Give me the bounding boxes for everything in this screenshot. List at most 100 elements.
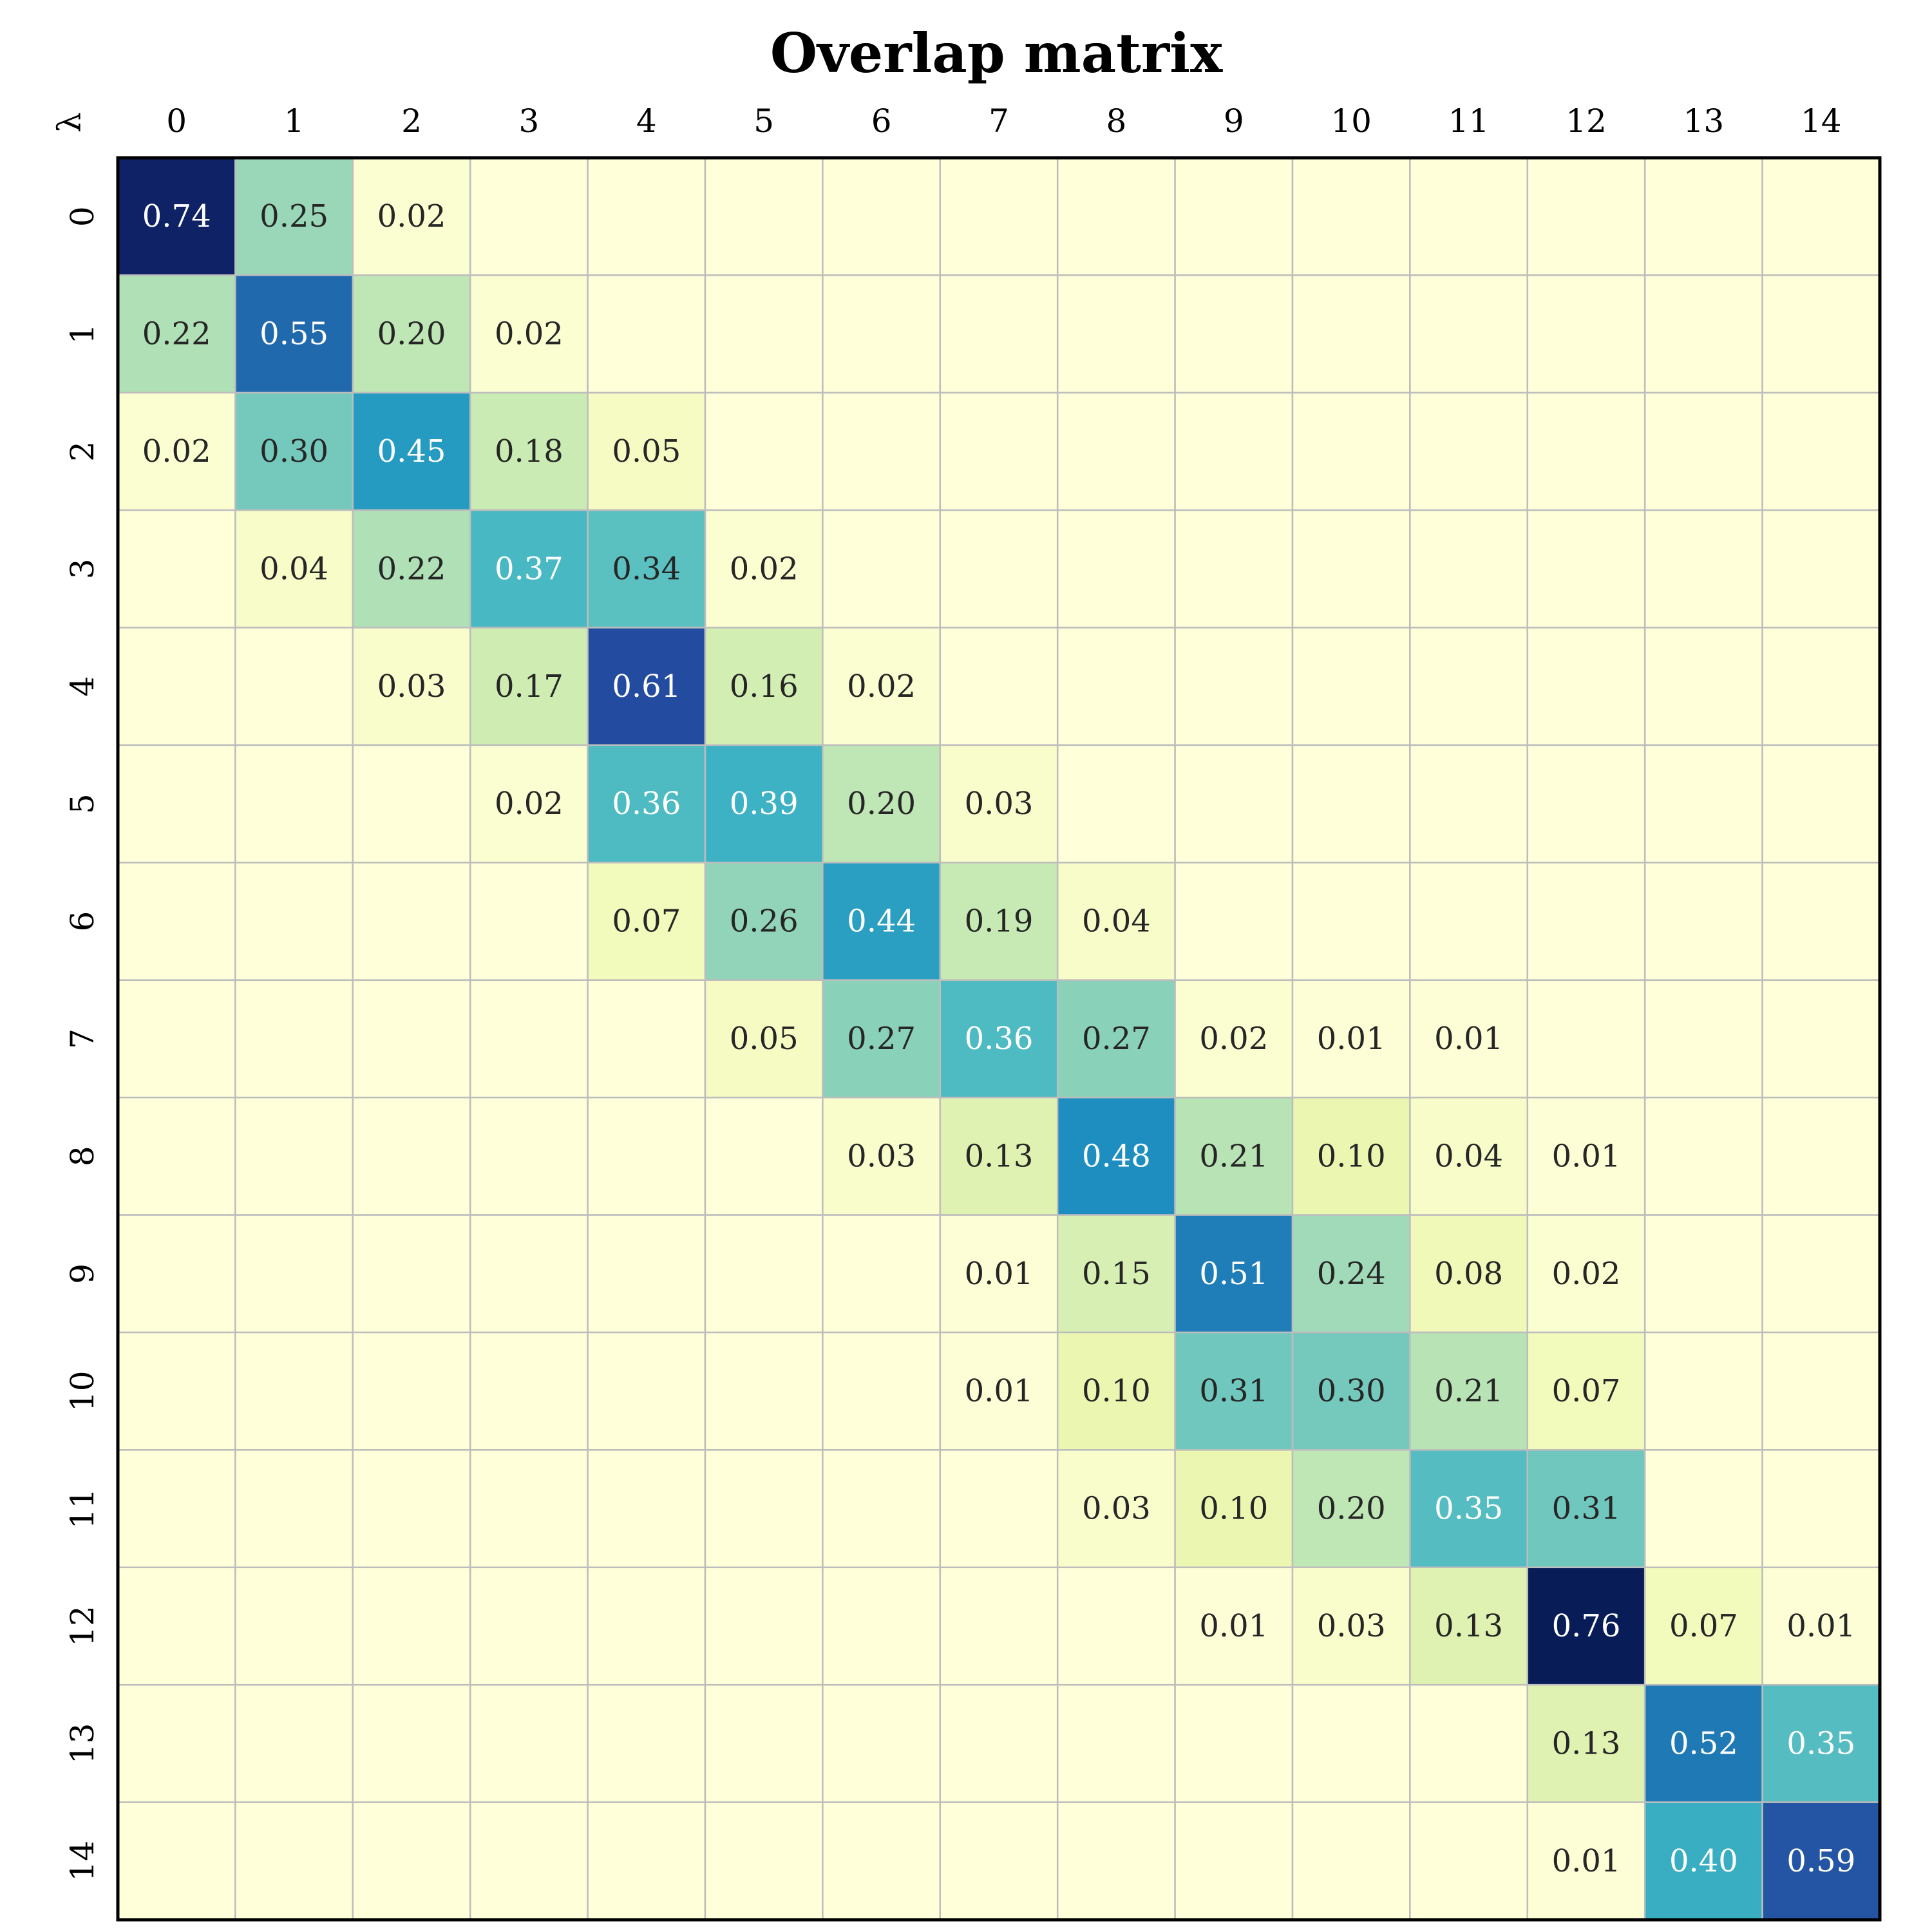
heatmap-cell-r7-c0 <box>117 979 236 1099</box>
heatmap-cell-r3-c14 <box>1761 509 1881 629</box>
heatmap-cell-r2-c14 <box>1761 392 1881 511</box>
heatmap-cell-r0-c13 <box>1643 156 1763 276</box>
cell-value-label: 0.04 <box>1434 1138 1503 1174</box>
heatmap-cell-r4-c4 <box>587 627 706 746</box>
heatmap-cell-r7-c12 <box>1526 979 1646 1099</box>
heatmap-cell-r1-c6 <box>822 274 942 394</box>
cell-value-label: 0.44 <box>847 904 916 940</box>
cell-value-label: 0.01 <box>1552 1138 1621 1174</box>
heatmap-cell-r5-c0 <box>117 744 236 864</box>
cell-value-label: 0.01 <box>965 1373 1034 1409</box>
x-tick-label: 11 <box>1448 102 1490 140</box>
heatmap-cell-r2-c7 <box>939 392 1059 511</box>
heatmap-cell-r13-c8 <box>1056 1683 1176 1803</box>
heatmap-cell-r12-c10 <box>1291 1566 1411 1686</box>
cell-value-label: 0.15 <box>1082 1256 1151 1292</box>
heatmap-cell-r4-c10 <box>1291 627 1411 746</box>
y-tick-label: 0 <box>64 206 101 227</box>
x-tick-label: 4 <box>636 102 657 140</box>
heatmap-cell-r8-c0 <box>117 1096 236 1216</box>
heatmap-cell-r10-c14 <box>1761 1331 1881 1451</box>
cell-value-label: 0.08 <box>1434 1256 1503 1292</box>
cell-value-label: 0.59 <box>1786 1843 1855 1879</box>
cell-value-label: 0.07 <box>612 904 681 940</box>
heatmap-cell-r9-c2 <box>352 1214 471 1334</box>
cell-value-label: 0.19 <box>965 904 1034 940</box>
heatmap-cell-r6-c0 <box>117 862 236 981</box>
heatmap-cell-r13-c1 <box>234 1683 354 1803</box>
heatmap-cell-r1-c10 <box>1291 274 1411 394</box>
cell-value-label: 0.61 <box>612 668 681 705</box>
cell-value-label: 0.07 <box>1552 1373 1621 1409</box>
corner-label: λ <box>51 112 88 133</box>
heatmap-cell-r2-c13 <box>1643 392 1763 511</box>
cell-value-label: 0.40 <box>1669 1843 1738 1879</box>
cell-value-label: 0.03 <box>377 668 446 705</box>
heatmap-cell-r3-c13 <box>1643 509 1763 629</box>
cell-value-label: 0.02 <box>1199 1021 1268 1057</box>
heatmap-cell-r0-c14 <box>1761 156 1881 276</box>
heatmap-cell-r2-c11 <box>1409 392 1529 511</box>
cell-value-label: 0.13 <box>1434 1608 1503 1644</box>
heatmap-cell-r1-c14 <box>1761 274 1881 394</box>
heatmap-cell-r1-c7 <box>939 274 1059 394</box>
heatmap-cell-r8-c8 <box>1056 1096 1176 1216</box>
heatmap-cell-r6-c13 <box>1643 862 1763 981</box>
cell-value-label: 0.02 <box>730 551 799 587</box>
heatmap-cell-r3-c11 <box>1409 509 1529 629</box>
heatmap-cell-r13-c10 <box>1291 1683 1411 1803</box>
cell-value-label: 0.01 <box>965 1256 1034 1292</box>
heatmap-cell-r13-c9 <box>1174 1683 1294 1803</box>
heatmap-cell-r14-c8 <box>1056 1801 1176 1921</box>
y-tick-label: 5 <box>64 793 101 814</box>
heatmap-cell-r10-c13 <box>1643 1331 1763 1451</box>
cell-value-label: 0.02 <box>377 198 446 234</box>
heatmap-cell-r9-c12 <box>1526 1214 1646 1334</box>
heatmap-cell-r2-c2 <box>352 392 471 511</box>
heatmap-cell-r8-c12 <box>1526 1096 1646 1216</box>
heatmap-cell-r0-c8 <box>1056 156 1176 276</box>
heatmap-cell-r14-c1 <box>234 1801 354 1921</box>
cell-value-label: 0.30 <box>260 433 328 469</box>
heatmap-cell-r2-c9 <box>1174 392 1294 511</box>
heatmap-cell-r4-c14 <box>1761 627 1881 746</box>
heatmap-cell-r1-c3 <box>469 274 589 394</box>
heatmap-cell-r12-c12 <box>1526 1566 1646 1686</box>
heatmap-cell-r5-c13 <box>1643 744 1763 864</box>
cell-value-label: 0.03 <box>847 1138 916 1174</box>
heatmap-cell-r12-c1 <box>234 1566 354 1686</box>
heatmap-cell-r10-c0 <box>117 1331 236 1451</box>
x-tick-label: 13 <box>1683 102 1725 140</box>
x-tick-label: 12 <box>1566 102 1607 140</box>
heatmap-cell-r4-c11 <box>1409 627 1529 746</box>
heatmap-cell-r12-c7 <box>939 1566 1059 1686</box>
heatmap-cell-r3-c2 <box>352 509 471 629</box>
heatmap-cell-r6-c14 <box>1761 862 1881 981</box>
heatmap-cell-r11-c2 <box>352 1449 471 1569</box>
heatmap-cell-r4-c13 <box>1643 627 1763 746</box>
heatmap-cell-r8-c10 <box>1291 1096 1411 1216</box>
heatmap-cell-r9-c7 <box>939 1214 1059 1334</box>
cell-value-label: 0.45 <box>377 433 446 469</box>
cell-value-label: 0.20 <box>377 316 446 352</box>
heatmap-cell-r1-c11 <box>1409 274 1529 394</box>
heatmap-cell-r7-c11 <box>1409 979 1529 1099</box>
y-tick-label: 1 <box>64 324 101 345</box>
heatmap-cell-r4-c9 <box>1174 627 1294 746</box>
heatmap-cell-r9-c6 <box>822 1214 942 1334</box>
heatmap-cell-r10-c10 <box>1291 1331 1411 1451</box>
y-tick-label: 3 <box>64 558 101 579</box>
cell-value-label: 0.05 <box>612 433 681 469</box>
heatmap-cell-r10-c9 <box>1174 1331 1294 1451</box>
heatmap-cell-r7-c8 <box>1056 979 1176 1099</box>
heatmap-cell-r5-c10 <box>1291 744 1411 864</box>
heatmap-cell-r12-c13 <box>1643 1566 1763 1686</box>
x-tick-label: 9 <box>1224 102 1244 140</box>
cell-value-label: 0.36 <box>965 1021 1034 1057</box>
heatmap-cell-r1-c5 <box>704 274 824 394</box>
heatmap-cell-r14-c7 <box>939 1801 1059 1921</box>
x-tick-label: 8 <box>1106 102 1126 140</box>
cell-value-label: 0.02 <box>142 433 211 469</box>
heatmap-cell-r14-c12 <box>1526 1801 1646 1921</box>
